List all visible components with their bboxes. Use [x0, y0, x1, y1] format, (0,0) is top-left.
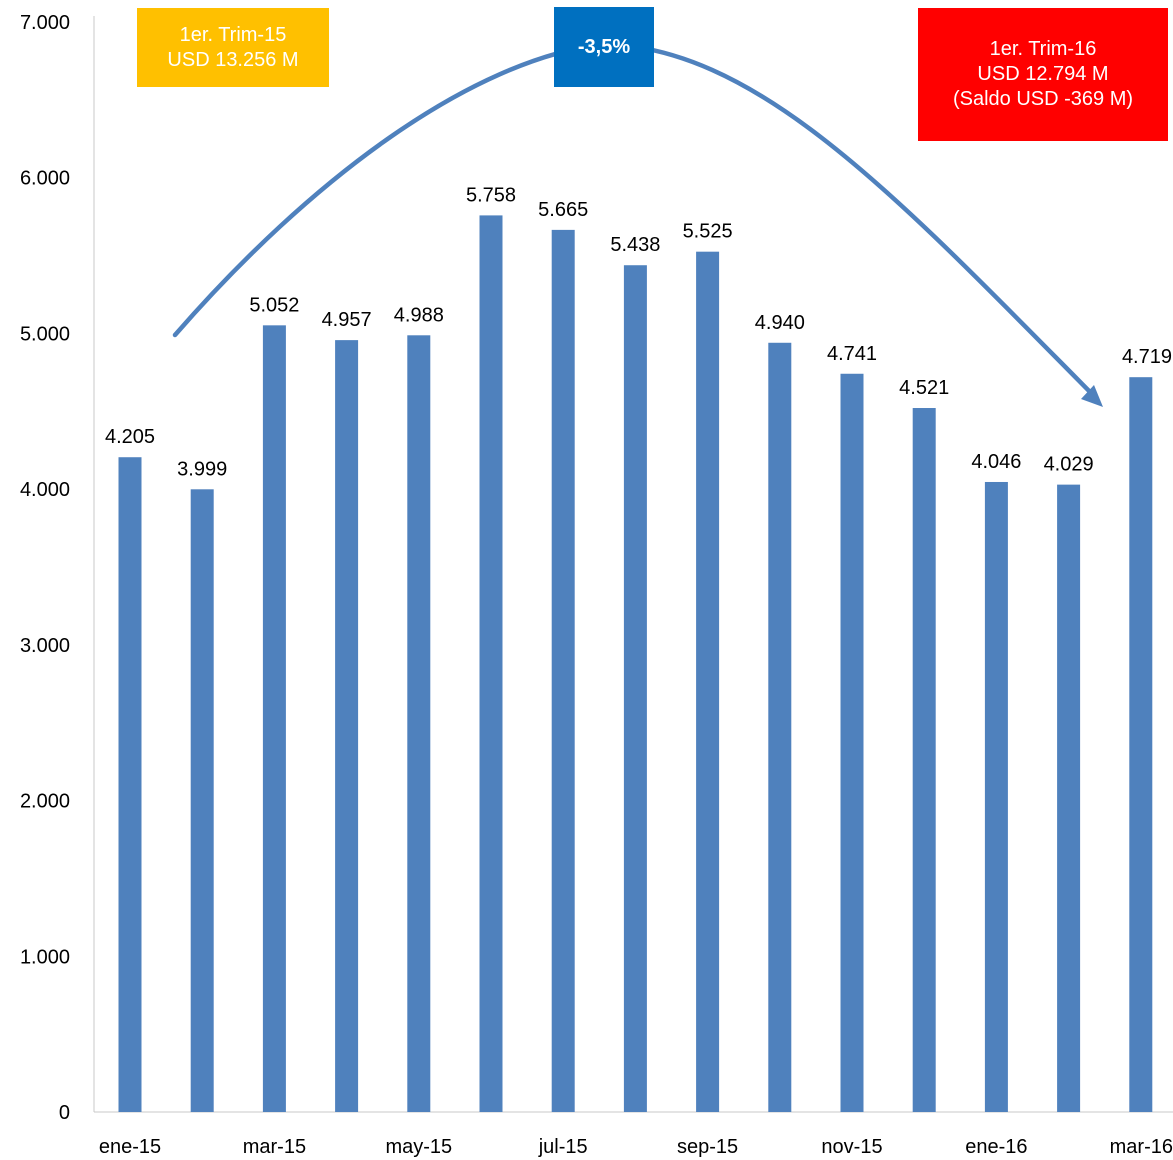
bar-mar-16	[1129, 377, 1153, 1112]
bars	[118, 215, 1153, 1113]
data-label-nov-15: 4.741	[827, 343, 877, 365]
y-tick-label: 1.000	[20, 946, 70, 968]
bar-ene-16	[984, 481, 1008, 1113]
x-tick-label: ene-16	[965, 1136, 1027, 1158]
y-tick-label: 5.000	[20, 323, 70, 345]
y-axis: 0 1.000 2.000 3.000 4.000 5.000 6.000 7.000	[20, 12, 95, 1124]
q1-2015-value: USD 13.256 M	[167, 48, 299, 71]
bar-ene-15	[118, 457, 142, 1112]
data-label-mar-15: 5.052	[249, 294, 299, 316]
data-label-ene-15: 4.205	[105, 426, 155, 448]
y-tick-label: 4.000	[20, 479, 70, 501]
data-label-oct-15: 4.940	[755, 312, 805, 334]
bar-mar-15	[262, 325, 286, 1112]
x-tick-label: sep-15	[677, 1136, 738, 1158]
data-label-may-15: 4.988	[394, 304, 444, 326]
x-tick-label: ene-15	[99, 1136, 161, 1158]
q1-2016-balance: (Saldo USD -369 M)	[952, 88, 1134, 110]
data-label-ago-15: 5.438	[610, 234, 660, 256]
y-tick-label: 0	[59, 1102, 70, 1124]
data-label-jul-15: 5.665	[538, 199, 588, 221]
bar-dic-15	[912, 408, 936, 1112]
x-axis: ene-15 mar-15 may-15 jul-15 sep-15 nov-15 ene-…	[94, 1111, 1173, 1158]
bar-oct-15	[768, 342, 792, 1112]
x-tick-label: jul-15	[538, 1136, 588, 1158]
change-value: -3,5%	[577, 35, 631, 58]
y-tick-label: 6.000	[20, 168, 70, 190]
data-label-dic-15: 4.521	[899, 377, 949, 399]
bar-may-15	[407, 335, 431, 1113]
data-label-ene-16: 4.046	[971, 451, 1021, 473]
bar-feb-16	[1057, 484, 1081, 1112]
x-tick-label: mar-16	[1110, 1136, 1173, 1158]
data-label-mar-16: 4.719	[1122, 346, 1172, 368]
q1-2015-callout: 1er. Trim-15 USD 13.256 M	[137, 8, 329, 87]
bar-nov-15	[840, 373, 864, 1113]
data-label-feb-15: 3.999	[177, 458, 227, 480]
data-label-jun-15: 5.758	[466, 184, 516, 206]
data-labels: 4.205 3.999 5.052 4.957 4.988 5.758 5.665 5.438…	[105, 184, 1172, 480]
x-tick-label: mar-15	[243, 1136, 306, 1158]
bar-jul-15	[551, 229, 575, 1113]
bar-abr-15	[335, 340, 359, 1113]
q1-2016-title: 1er. Trim-16	[989, 38, 1097, 60]
y-tick-label: 7.000	[20, 12, 70, 34]
x-tick-label: may-15	[385, 1136, 452, 1158]
bar-ago-15	[623, 265, 647, 1112]
q1-2016-value: USD 12.794 M	[977, 63, 1109, 85]
data-label-abr-15: 4.957	[322, 309, 372, 331]
y-tick-label: 2.000	[20, 791, 70, 813]
bar-sep-15	[696, 251, 720, 1112]
trend-arrow-head	[1081, 385, 1103, 407]
bar-jun-15	[479, 215, 503, 1112]
x-tick-label: nov-15	[821, 1136, 882, 1158]
y-tick-label: 3.000	[20, 635, 70, 657]
bar-feb-15	[190, 489, 214, 1112]
data-label-feb-16: 4.029	[1044, 454, 1094, 476]
q1-2016-callout: 1er. Trim-16 USD 12.794 M (Saldo USD -36…	[918, 8, 1168, 141]
change-callout: -3,5%	[554, 7, 654, 87]
q1-2015-title: 1er. Trim-15	[179, 23, 287, 46]
data-label-sep-15: 5.525	[683, 221, 733, 243]
